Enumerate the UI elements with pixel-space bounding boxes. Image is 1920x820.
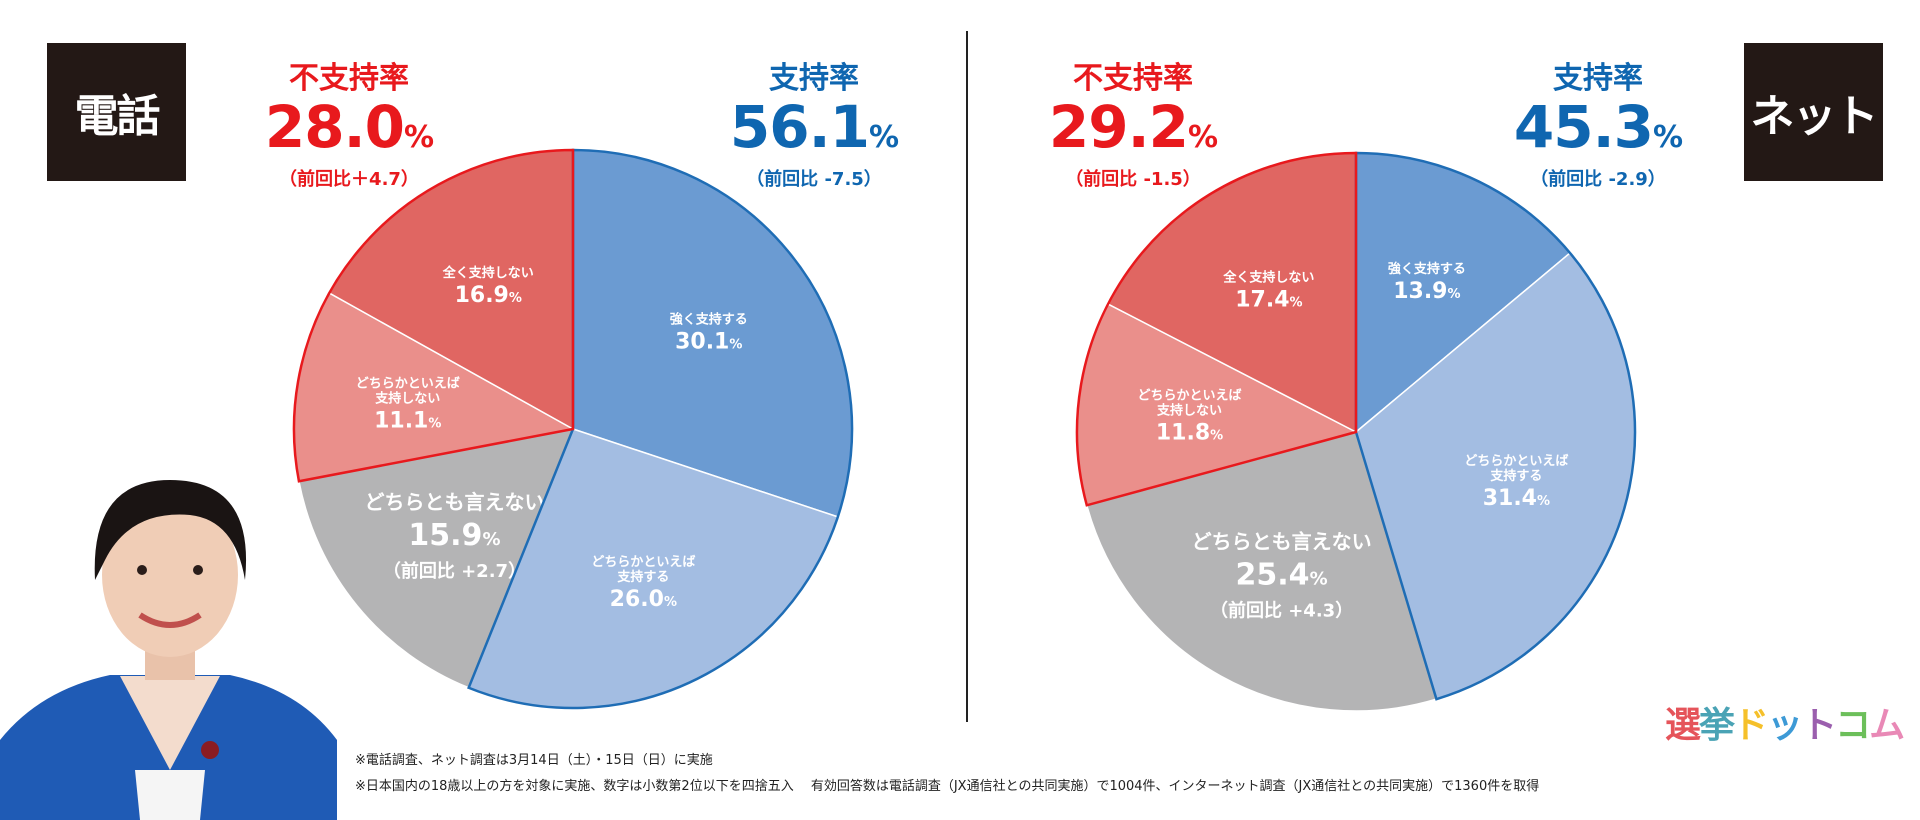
unit: % <box>1188 120 1218 155</box>
slice-label: どちらかといえば <box>1464 454 1568 469</box>
slice-value: 30.1% <box>675 330 742 355</box>
title: 不支持率 <box>289 61 409 96</box>
footnote-2: ※日本国内の18歳以上の方を対象に実施、数字は小数第2位以下を四捨五入 有効回答… <box>355 779 1540 794</box>
title: 支持率 <box>769 61 859 96</box>
value: 29.2 <box>1048 93 1189 161</box>
net-survey-label: ネット <box>1744 43 1883 181</box>
slice-value: 16.9% <box>455 283 522 308</box>
support-outline <box>1354 151 1637 701</box>
unit: % <box>869 120 899 155</box>
slice-value: 11.1% <box>374 408 441 433</box>
divider <box>966 31 968 722</box>
slice-value: 25.4% <box>1236 558 1328 593</box>
slice-value: 11.8% <box>1156 420 1223 445</box>
phone-approval-header: 支持率 56.1% （前回比 -7.5） <box>664 62 964 191</box>
logo-char: 挙 <box>1699 705 1735 746</box>
oppose-outline <box>292 148 575 483</box>
logo-char: ト <box>1801 705 1837 746</box>
slice-label: どちらとも言えない <box>364 490 544 514</box>
slice-value: 26.0% <box>610 587 677 612</box>
senkyo-dotcom-logo: 選挙ドットコム <box>1665 696 1905 748</box>
title: 不支持率 <box>1073 61 1193 96</box>
slice-label: どちらとも言えない <box>1192 530 1372 554</box>
pie-0: 強く支持する30.1%どちらかといえば支持する26.0%どちらとも言えない15.… <box>292 148 854 710</box>
slice-value: 31.4% <box>1483 486 1550 511</box>
unit: % <box>1653 120 1683 155</box>
slice-change: （前回比 +2.7） <box>383 560 526 582</box>
pie-1: 強く支持する13.9%どちらかといえば支持する31.4%どちらとも言えない25.… <box>1075 151 1637 712</box>
oppose-outline <box>1075 151 1358 507</box>
support-outline <box>467 148 854 710</box>
change: （前回比 -1.5） <box>1065 169 1201 190</box>
slice-label: 支持しない <box>1156 402 1222 418</box>
slice-value: 15.9% <box>408 518 500 553</box>
net-approval-header: 支持率 45.3% （前回比 -2.9） <box>1448 62 1748 191</box>
change: （前回比 -2.9） <box>1530 169 1666 190</box>
logo-char: コ <box>1835 705 1871 746</box>
phone-disapproval-header: 不支持率 28.0% （前回比＋4.7） <box>199 62 499 191</box>
slice-value: 17.4% <box>1235 288 1302 313</box>
unit: % <box>404 120 434 155</box>
logo-char: ム <box>1869 705 1905 746</box>
slice-label: 強く支持する <box>1388 261 1466 277</box>
slice-value: 13.9% <box>1393 279 1460 304</box>
slice-label: どちらかといえば <box>591 555 695 570</box>
pie-slice <box>1085 431 1438 712</box>
slice-label: 全く支持しない <box>1222 270 1314 286</box>
slice-label: 支持する <box>1489 468 1542 484</box>
change: （前回比＋4.7） <box>279 169 419 190</box>
title: 支持率 <box>1553 61 1643 96</box>
logo-char: ド <box>1733 705 1769 746</box>
pie-slice <box>298 428 575 689</box>
slice-label: どちらかといえば <box>356 376 460 391</box>
slice-label: 支持する <box>616 569 669 585</box>
logo-char: ッ <box>1767 705 1803 746</box>
net-disapproval-header: 不支持率 29.2% （前回比 -1.5） <box>983 62 1283 191</box>
change: （前回比 -7.5） <box>746 169 882 190</box>
slice-label: どちらかといえば <box>1138 388 1242 403</box>
slice-change: （前回比 +4.3） <box>1210 600 1353 622</box>
footnote-1: ※電話調査、ネット調査は3月14日（土）・15日（日）に実施 <box>355 753 713 768</box>
logo-char: 選 <box>1665 705 1701 746</box>
slice-label: 強く支持する <box>670 312 748 328</box>
value: 28.0 <box>264 93 405 161</box>
phone-survey-label: 電話 <box>47 43 186 181</box>
person-photo <box>0 480 337 820</box>
value: 45.3 <box>1513 93 1654 161</box>
slice-label: 支持しない <box>374 390 440 406</box>
value: 56.1 <box>729 93 870 161</box>
slice-label: 全く支持しない <box>442 265 534 281</box>
